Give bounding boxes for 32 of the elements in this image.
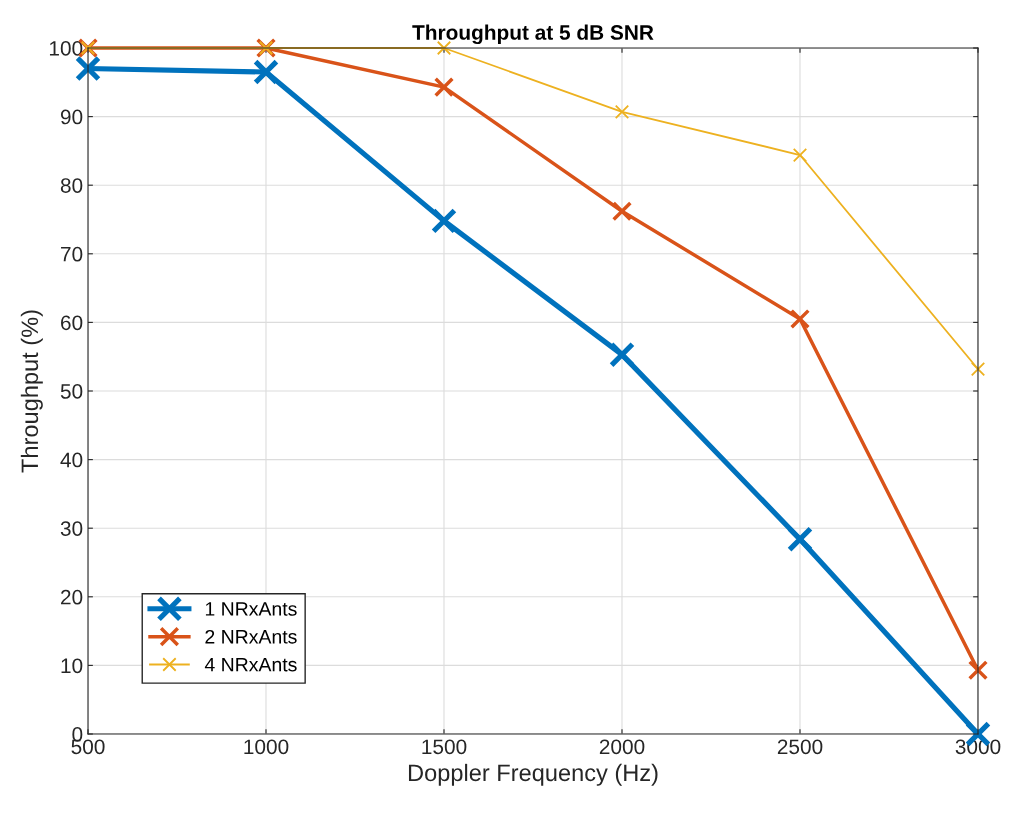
y-tick-label: 100 <box>49 41 83 56</box>
x-tick-label: 2000 <box>599 739 645 755</box>
point <box>431 207 457 234</box>
point <box>614 104 630 119</box>
y-tick-label: 20 <box>61 589 83 605</box>
legend-label: 4 NRxAnts <box>204 657 297 672</box>
point <box>75 55 101 82</box>
x-tick-label: 1500 <box>422 739 467 755</box>
y-tick-label: 60 <box>61 315 83 331</box>
x-axis-title: Doppler Frequency (Hz) <box>408 763 658 786</box>
y-axis-title: Throughput (%) <box>20 310 43 473</box>
point <box>609 341 635 368</box>
y-tick-label: 50 <box>60 384 83 399</box>
point <box>967 660 989 681</box>
chart-title: Throughput at 5 dB SNR <box>412 24 654 45</box>
y-tick-label: 90 <box>60 109 83 125</box>
legend-label: 1 NRxAnts <box>205 602 297 616</box>
point <box>253 59 279 85</box>
point <box>792 147 808 163</box>
y-tick-label: 70 <box>61 246 83 262</box>
point <box>789 308 811 330</box>
y-tick-label: 80 <box>60 178 83 193</box>
point <box>787 526 813 553</box>
y-tick-label: 40 <box>60 452 83 468</box>
legend-label: 2 NRxAnts <box>205 629 297 644</box>
point <box>433 77 455 98</box>
x-tick-label: 2500 <box>777 739 823 755</box>
y-tick-label: 30 <box>60 521 83 536</box>
point <box>611 201 633 222</box>
x-tick-label: 1000 <box>244 739 289 755</box>
point <box>970 361 986 377</box>
y-tick-label: 10 <box>61 658 83 674</box>
